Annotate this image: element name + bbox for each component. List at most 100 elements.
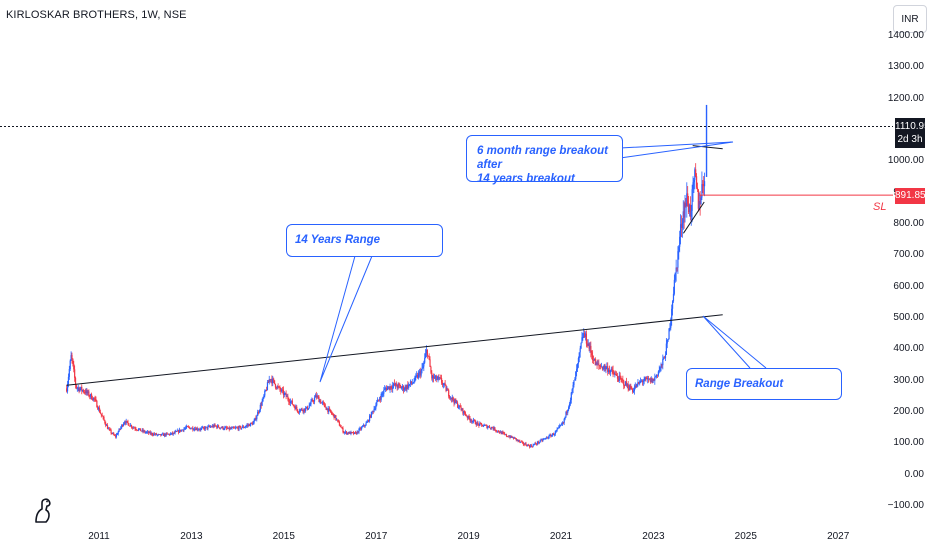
candle-body: [588, 343, 590, 349]
candle-body: [576, 368, 578, 372]
candle-body: [312, 399, 314, 402]
candle-body: [306, 406, 309, 410]
candle-body: [520, 441, 522, 443]
candle-body: [97, 407, 99, 410]
candle-body: [110, 429, 112, 434]
candle-body: [123, 422, 126, 424]
candle-body: [304, 408, 306, 411]
candle-body: [202, 427, 205, 428]
candle-body: [243, 427, 245, 429]
range-breakout-callout[interactable]: Range Breakout: [686, 368, 842, 400]
candle-body: [482, 426, 484, 427]
candle-body: [106, 425, 109, 429]
candle-body: [417, 375, 419, 378]
candle-body: [553, 434, 556, 436]
candle-body: [206, 426, 208, 429]
candle-body: [657, 371, 659, 376]
candle-body: [694, 169, 696, 181]
fourteen-years-callout[interactable]: 14 Years Range: [286, 224, 443, 257]
candle-body: [552, 433, 555, 436]
candle-body: [168, 433, 170, 435]
candle-body: [393, 383, 395, 386]
candle-body: [119, 428, 121, 430]
candle-body: [662, 358, 664, 366]
candle-body: [494, 427, 496, 431]
candle-body: [511, 435, 513, 438]
candle-body: [226, 428, 229, 430]
candle-body: [87, 391, 89, 394]
candle-body: [296, 406, 298, 410]
candle-body: [235, 427, 237, 429]
candle-body: [383, 389, 385, 394]
candle-body: [455, 399, 457, 403]
candle-body: [560, 424, 562, 426]
candle-body: [293, 405, 295, 407]
candle-body: [624, 385, 626, 387]
candle-body: [690, 210, 692, 217]
candle-body: [558, 426, 560, 428]
candle-body: [391, 388, 393, 390]
candle-body: [380, 394, 382, 400]
candle-body: [176, 431, 178, 433]
candle-body: [92, 397, 94, 400]
candle-body: [349, 431, 351, 435]
candle-body: [642, 381, 644, 383]
candle-body: [628, 388, 630, 390]
candle-body: [437, 376, 439, 380]
candle-body: [538, 442, 540, 443]
candle-body: [456, 402, 458, 404]
candle-body: [428, 356, 430, 360]
candle-body: [649, 378, 651, 383]
candle-body: [632, 389, 634, 392]
time-tick: 2027: [827, 531, 850, 542]
candle-body: [70, 355, 72, 361]
candle-body: [128, 423, 130, 426]
candle-body: [687, 193, 689, 204]
tradingview-logo-icon[interactable]: [32, 496, 56, 524]
candle-body: [96, 400, 98, 408]
candle-body: [409, 384, 411, 385]
candle-body: [630, 385, 632, 389]
six-month-breakout-callout[interactable]: 6 month range breakout after 14 years br…: [466, 135, 623, 185]
candle-body: [76, 387, 78, 389]
candle-body: [66, 383, 69, 392]
candle-body: [647, 378, 649, 380]
candle-body: [357, 431, 359, 433]
candle-body: [549, 435, 551, 436]
last-price-tag: 1110.95 2d 3h: [895, 118, 930, 148]
candle-body: [456, 402, 459, 408]
candle-body: [600, 366, 602, 367]
candle-body: [194, 428, 197, 431]
candle-body: [331, 413, 333, 415]
trendline[interactable]: [692, 145, 723, 150]
trendlines: [66, 145, 723, 386]
candle-body: [417, 373, 420, 378]
candle-body: [355, 432, 357, 435]
callout-text: 14 Years Range: [295, 234, 381, 246]
symbol-title[interactable]: KIRLOSKAR BROTHERS, 1W, NSE: [6, 9, 187, 21]
candle-body: [504, 433, 506, 435]
candle-body: [434, 375, 436, 378]
candle-body: [158, 434, 160, 436]
candle-body: [351, 431, 353, 433]
candle-body: [480, 423, 482, 424]
trendline[interactable]: [683, 201, 705, 234]
currency-button[interactable]: INR: [893, 5, 927, 33]
candle-body: [273, 380, 276, 384]
candle-body: [585, 333, 588, 344]
price-tick: 600.00: [893, 280, 924, 292]
candle-body: [472, 421, 474, 422]
candle-body: [177, 430, 179, 432]
candle-body: [560, 424, 563, 426]
candle-body: [496, 430, 499, 432]
price-tick: 1400.00: [887, 30, 924, 42]
candle-body: [616, 374, 618, 376]
candle-body: [193, 429, 195, 431]
candle-body: [112, 433, 114, 435]
candle-body: [572, 384, 574, 390]
candle-body: [229, 428, 231, 430]
trendline[interactable]: [66, 314, 723, 386]
candle-body: [595, 362, 597, 366]
candle-body: [432, 375, 434, 379]
